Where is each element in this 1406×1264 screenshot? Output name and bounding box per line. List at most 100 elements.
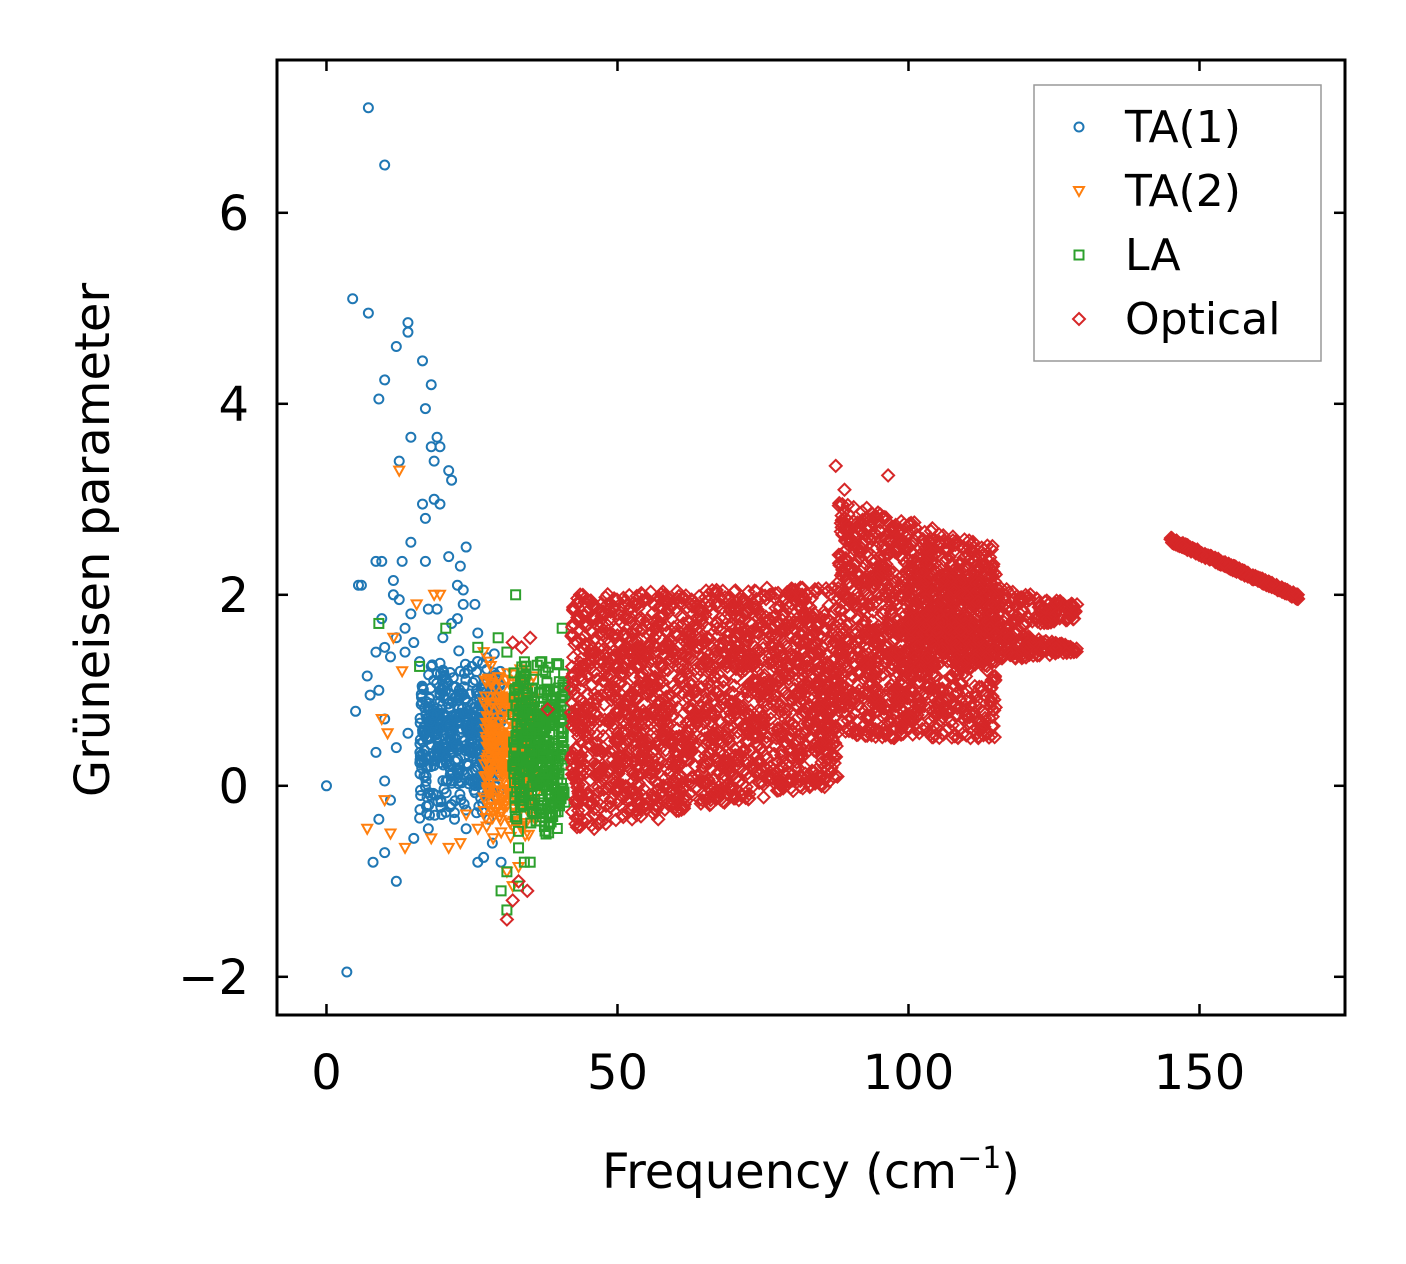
point-optical bbox=[629, 760, 645, 776]
point-optical bbox=[803, 609, 819, 625]
point-optical bbox=[708, 585, 724, 600]
point-optical bbox=[740, 726, 756, 742]
point-ta-1- bbox=[387, 574, 399, 586]
point-optical bbox=[853, 651, 869, 667]
point-ta-2- bbox=[486, 801, 500, 814]
point-optical bbox=[623, 685, 639, 700]
point-optical bbox=[588, 756, 604, 772]
point-optical bbox=[807, 717, 823, 733]
point-optical bbox=[579, 764, 595, 780]
point-optical bbox=[948, 698, 964, 714]
point-optical bbox=[757, 588, 773, 604]
point-optical bbox=[857, 582, 873, 598]
point-optical bbox=[693, 656, 709, 672]
point-optical bbox=[777, 735, 792, 751]
point-optical bbox=[646, 638, 662, 654]
point-ta-2- bbox=[477, 792, 491, 805]
point-optical bbox=[618, 778, 634, 794]
point-ta-1- bbox=[431, 709, 443, 721]
point-optical bbox=[728, 620, 744, 635]
point-ta-1- bbox=[402, 326, 414, 338]
point-optical bbox=[926, 587, 942, 603]
point-optical bbox=[628, 753, 644, 769]
point-ta-1- bbox=[429, 809, 441, 821]
point-optical bbox=[569, 791, 585, 807]
point-optical bbox=[595, 721, 611, 737]
point-ta-2- bbox=[484, 677, 498, 690]
point-ta-2- bbox=[496, 790, 510, 803]
point-optical bbox=[867, 689, 883, 705]
point-optical bbox=[620, 653, 636, 669]
point-optical bbox=[741, 689, 756, 704]
point-optical bbox=[731, 792, 747, 808]
point-optical bbox=[914, 592, 930, 608]
point-ta-1- bbox=[390, 742, 402, 754]
point-ta-1- bbox=[405, 536, 417, 548]
point-optical bbox=[710, 643, 725, 659]
point-optical bbox=[651, 672, 667, 688]
point-optical bbox=[756, 789, 772, 805]
point-optical bbox=[632, 801, 648, 817]
point-optical bbox=[569, 775, 584, 791]
point-ta-1- bbox=[393, 594, 405, 606]
point-optical bbox=[909, 722, 925, 737]
point-optical bbox=[570, 770, 586, 786]
point-optical bbox=[713, 759, 729, 775]
point-ta-1- bbox=[379, 775, 391, 787]
point-optical bbox=[591, 689, 607, 705]
point-optical bbox=[892, 540, 908, 556]
point-ta-1- bbox=[373, 684, 385, 696]
point-optical bbox=[776, 682, 792, 698]
point-optical bbox=[722, 603, 738, 619]
point-optical bbox=[710, 666, 726, 682]
point-optical bbox=[568, 713, 584, 729]
point-optical bbox=[642, 716, 658, 732]
point-optical bbox=[594, 744, 609, 759]
point-optical bbox=[635, 623, 650, 638]
point-ta-2- bbox=[477, 805, 491, 818]
point-optical bbox=[892, 649, 908, 665]
point-optical bbox=[797, 609, 813, 624]
point-optical bbox=[834, 679, 850, 695]
point-ta-1- bbox=[405, 431, 417, 443]
point-optical bbox=[768, 730, 784, 746]
point-optical bbox=[598, 806, 614, 822]
point-optical bbox=[770, 585, 786, 601]
point-optical bbox=[566, 675, 581, 690]
point-la bbox=[511, 813, 523, 825]
point-optical bbox=[574, 812, 590, 828]
point-ta-1- bbox=[467, 677, 479, 689]
point-ta-1- bbox=[320, 780, 332, 792]
point-ta-1- bbox=[486, 837, 498, 849]
point-optical bbox=[918, 574, 934, 590]
point-optical bbox=[729, 626, 745, 642]
point-ta-1- bbox=[422, 603, 434, 615]
point-ta-1- bbox=[457, 598, 469, 610]
point-ta-1- bbox=[402, 727, 414, 739]
point-optical bbox=[653, 659, 669, 675]
point-optical bbox=[923, 523, 939, 539]
point-optical bbox=[879, 547, 895, 563]
point-ta-1- bbox=[424, 716, 436, 728]
point-optical bbox=[831, 644, 847, 660]
point-optical bbox=[935, 572, 951, 588]
point-optical bbox=[838, 533, 853, 549]
point-optical bbox=[657, 770, 673, 786]
point-optical bbox=[581, 725, 597, 741]
point-optical bbox=[599, 657, 615, 673]
point-ta-2- bbox=[479, 735, 494, 748]
point-optical bbox=[670, 776, 686, 792]
point-optical bbox=[708, 783, 723, 799]
point-optical bbox=[914, 721, 930, 737]
point-optical bbox=[577, 594, 593, 610]
point-ta-2- bbox=[409, 599, 424, 612]
point-optical bbox=[622, 761, 638, 777]
point-optical bbox=[793, 594, 809, 610]
point-optical bbox=[587, 645, 603, 661]
point-ta-1- bbox=[461, 757, 473, 769]
point-optical bbox=[936, 674, 952, 689]
point-la bbox=[472, 641, 484, 653]
point-optical bbox=[745, 756, 761, 772]
point-optical bbox=[674, 670, 690, 686]
point-la bbox=[414, 660, 426, 672]
